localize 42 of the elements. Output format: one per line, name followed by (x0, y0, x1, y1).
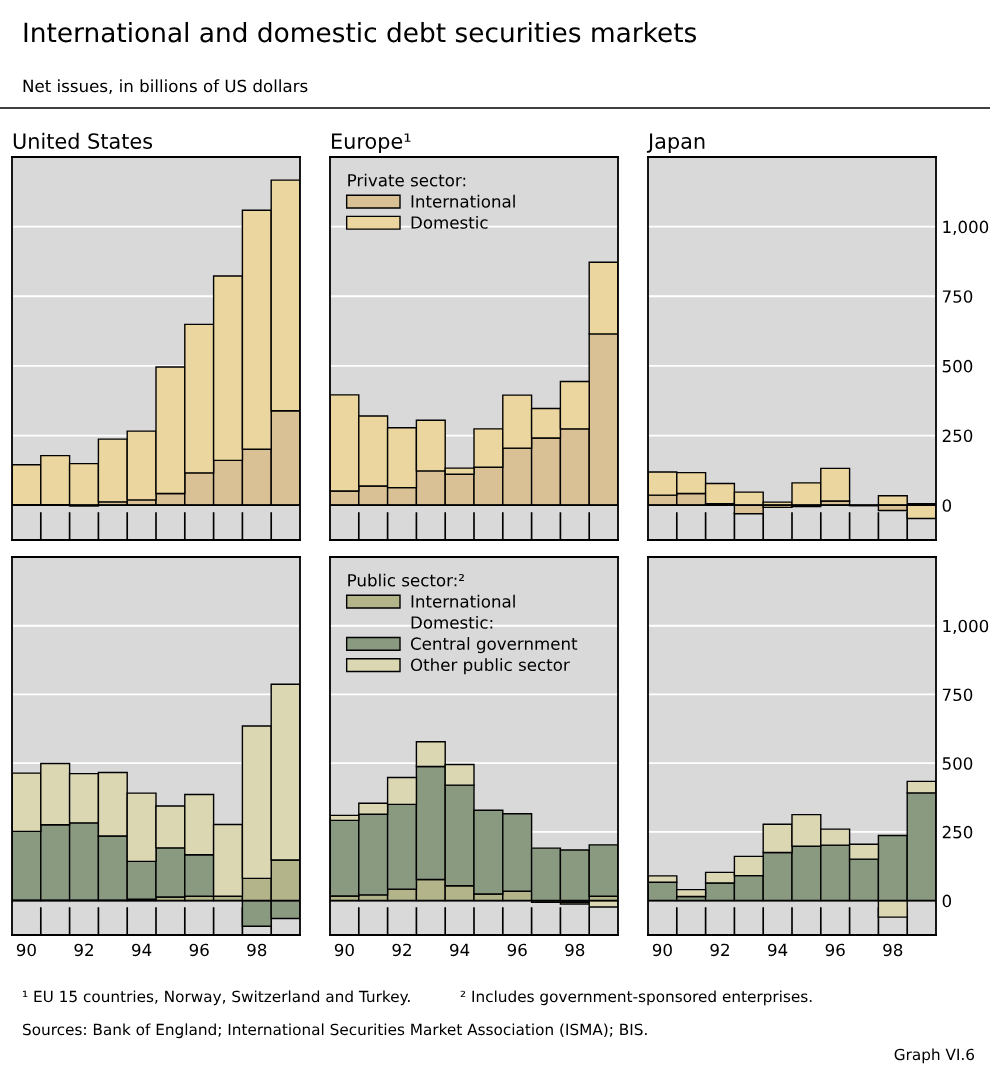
x-tick-label: 96 (189, 943, 209, 957)
legend-label: Central government (410, 637, 578, 654)
legend-title: Public sector:² (348, 573, 464, 587)
text: ¹ EU 15 countries, Norway, Switzerland and Turkey. (23, 990, 410, 1006)
x-tick-label: 98 (565, 943, 585, 957)
x-tick-label: 90 (652, 943, 672, 957)
y-tick-label: 1,000 (943, 220, 989, 235)
y-tick-label: 1,000 (943, 619, 989, 634)
legend-title: Private sector: (348, 173, 466, 187)
x-tick-label: 98 (247, 943, 267, 957)
text: International and domestic debt securities markets (24, 21, 697, 43)
y-tick-label: 500 (942, 757, 973, 770)
x-tick-label: 94 (450, 943, 470, 957)
text: Net issues, in billions of US dollars (23, 79, 308, 94)
x-tick-label: 94 (768, 943, 788, 957)
source-note: Sources: Bank of England; International Securities Market Association (ISMA); BIS. (23, 1023, 647, 1039)
y-tick-label: 750 (942, 290, 973, 303)
x-tick-label: 90 (16, 943, 36, 957)
x-tick-label: 96 (825, 943, 845, 957)
y-tick-label: 750 (942, 688, 973, 702)
x-tick-label: 96 (507, 943, 527, 957)
x-tick-label: 92 (710, 943, 729, 957)
y-tick-label: 250 (942, 429, 973, 443)
y-tick-label: 500 (942, 359, 973, 373)
legend-label: Other public sector (410, 658, 570, 675)
y-tick-label: 0 (942, 499, 952, 512)
legend-label: International (411, 594, 515, 608)
text: Graph VI.6 (894, 1048, 975, 1064)
legend-label: International (411, 194, 515, 208)
text: ² Includes government-sponsored enterprises. (460, 990, 812, 1006)
y-tick-label: 0 (942, 894, 952, 908)
chart-title: United States (13, 132, 153, 149)
x-tick-label: 92 (74, 943, 93, 957)
annotation: Domestic: (411, 615, 493, 629)
x-tick-label: 90 (334, 943, 354, 957)
chart-title: Japan (646, 133, 705, 153)
y-tick-label: 250 (942, 825, 973, 839)
legend-label: Domestic (411, 215, 488, 229)
chart-title: Europe¹ (332, 133, 411, 153)
x-tick-label: 94 (132, 943, 152, 957)
x-tick-label: 98 (883, 943, 903, 957)
x-tick-label: 92 (392, 943, 411, 957)
